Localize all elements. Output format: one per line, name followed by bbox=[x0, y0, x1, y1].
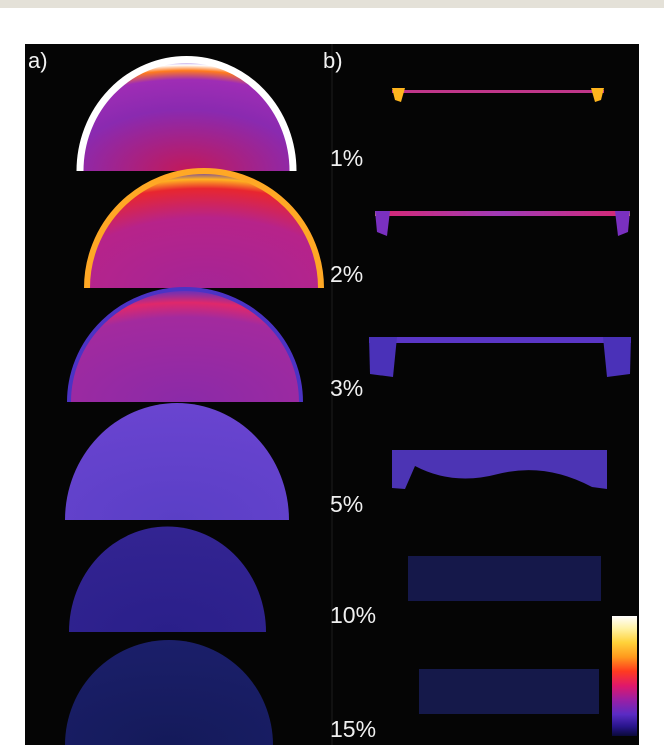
label-3-percent: 3% bbox=[330, 375, 364, 401]
panel-a-images bbox=[65, 55, 324, 745]
label-15-percent: 15% bbox=[330, 716, 377, 742]
label-2-percent: 2% bbox=[330, 261, 364, 287]
panel-b-label: b) bbox=[323, 48, 343, 73]
figure-artwork bbox=[65, 55, 631, 745]
top-rule bbox=[0, 0, 664, 8]
panel-divider bbox=[331, 44, 333, 745]
panel-b-images bbox=[369, 88, 631, 714]
colorbar bbox=[612, 616, 637, 736]
panel-a-label: a) bbox=[28, 48, 48, 73]
label-1-percent: 1% bbox=[330, 145, 364, 171]
label-5-percent: 5% bbox=[330, 491, 364, 517]
figure: a) b) 1% 2% 3% 5% 10% 15% bbox=[25, 44, 639, 745]
label-10-percent: 10% bbox=[330, 602, 377, 628]
